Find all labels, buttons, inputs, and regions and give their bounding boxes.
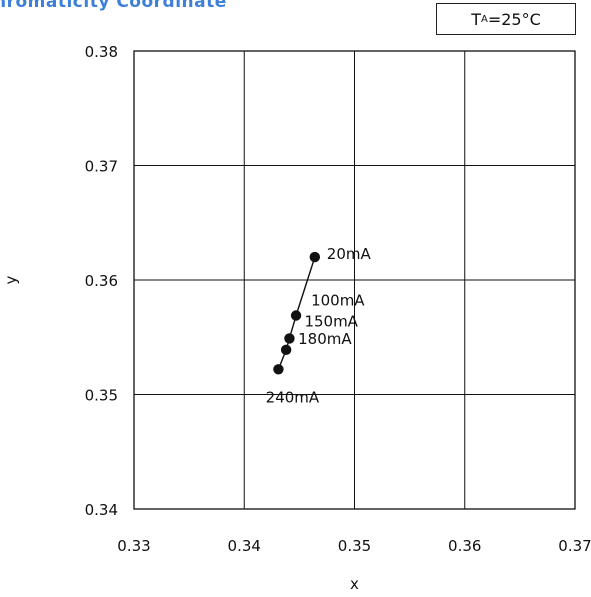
data-point-label: 150mA [304, 312, 358, 330]
data-point-label: 100mA [311, 291, 365, 309]
x-axis-ticks: 0.33 0.34 0.35 0.36 0.37 [117, 537, 591, 555]
x-tick-label: 0.34 [228, 537, 261, 555]
data-points [273, 251, 321, 375]
data-point [309, 251, 321, 263]
y-tick-label: 0.37 [85, 158, 118, 176]
x-tick-label: 0.36 [448, 537, 481, 555]
data-point [290, 310, 302, 321]
data-point [280, 344, 292, 356]
y-tick-label: 0.36 [85, 272, 118, 290]
y-tick-label: 0.35 [85, 387, 118, 405]
grid [133, 50, 576, 510]
y-axis-label: y [2, 275, 20, 284]
chart-title: hromaticity Coordinate [0, 0, 227, 12]
condition-subscript: A [481, 13, 488, 25]
data-point-label: 240mA [266, 388, 320, 406]
x-tick-label: 0.35 [338, 537, 371, 555]
plot-area [133, 50, 576, 510]
y-axis-ticks: 0.34 0.35 0.36 0.37 0.38 [85, 43, 118, 519]
x-axis-label: x [350, 575, 359, 593]
condition-prefix: T [471, 9, 481, 29]
condition-label: T A =25°C [436, 3, 576, 35]
data-point-label: 180mA [298, 330, 352, 348]
y-tick-label: 0.38 [85, 43, 118, 61]
x-tick-label: 0.33 [117, 537, 150, 555]
y-tick-label: 0.34 [85, 501, 118, 519]
data-point [284, 333, 295, 344]
condition-suffix: =25°C [487, 9, 541, 29]
data-point-label: 20mA [327, 245, 372, 263]
data-point [273, 364, 284, 375]
x-tick-label: 0.37 [558, 537, 591, 555]
